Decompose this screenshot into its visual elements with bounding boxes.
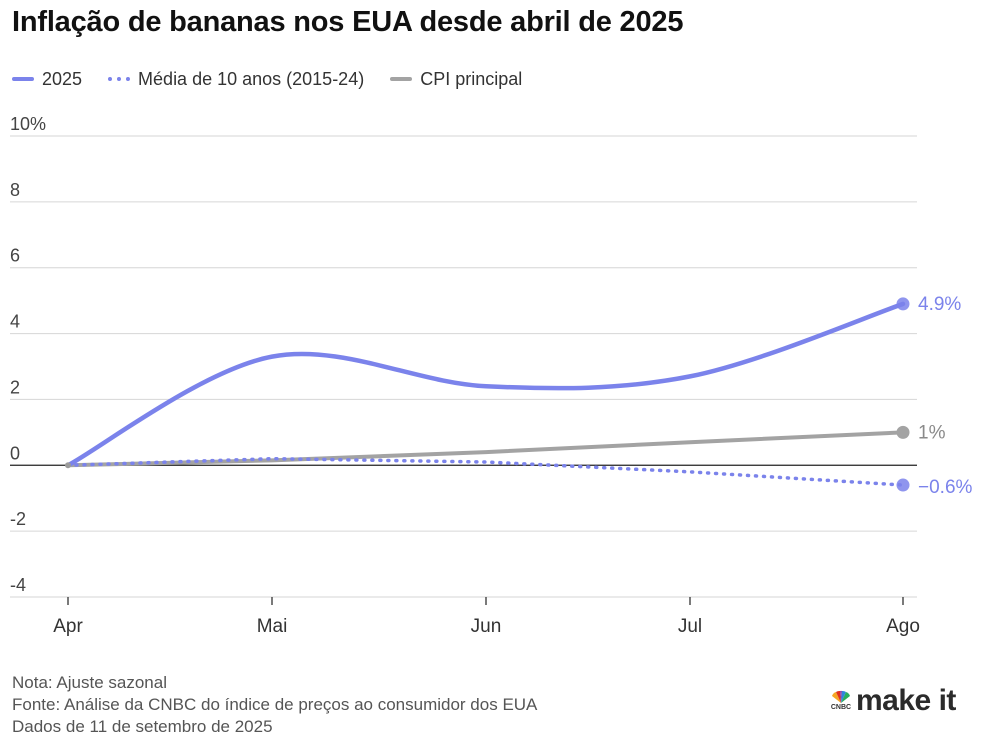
line-chart: 10% 8 6 4 2 0 -2 -4 Apr Mai Jun Jul Ago 1% −0.6% 4.9% bbox=[10, 114, 973, 637]
x-tick-label: Apr bbox=[53, 616, 83, 637]
note-date: Dados de 11 de setembro de 2025 bbox=[12, 717, 273, 736]
peacock-icon: CNBC bbox=[830, 690, 852, 712]
legend-label-media: Média de 10 anos (2015-24) bbox=[138, 68, 365, 89]
legend-item-cpi: CPI principal bbox=[390, 69, 522, 90]
y-tick-label: 2 bbox=[10, 377, 20, 397]
legend-label-2025: 2025 bbox=[42, 68, 83, 89]
series-1-line-media bbox=[66, 456, 905, 487]
legend-label-cpi: CPI principal bbox=[420, 68, 523, 89]
end-point-marker bbox=[896, 297, 910, 311]
y-tick-label: 8 bbox=[10, 180, 20, 200]
brand-small: CNBC bbox=[830, 704, 852, 711]
legend-swatch-cpi bbox=[390, 77, 413, 81]
end-point-marker bbox=[896, 478, 910, 492]
brand-logo: CNBC make it bbox=[830, 684, 957, 717]
legend-item-2025: 2025 bbox=[12, 69, 82, 90]
origin-marker bbox=[65, 462, 71, 469]
chart-legend: 2025 Média de 10 anos (2015-24) CPI prin… bbox=[12, 66, 548, 92]
footnotes: Nota: Ajuste sazonal Fonte: Análise da C… bbox=[12, 672, 537, 738]
x-tick-label: Jun bbox=[471, 616, 502, 637]
y-tick-label: -2 bbox=[10, 509, 26, 529]
end-value-label: 1% bbox=[918, 422, 946, 443]
chart-title: Inflação de bananas nos EUA desde abril … bbox=[12, 6, 684, 38]
note-adjustment: Nota: Ajuste sazonal bbox=[12, 673, 167, 692]
note-source: Fonte: Análise da CNBC do índice de preç… bbox=[12, 695, 538, 714]
end-value-label: −0.6% bbox=[918, 477, 973, 498]
legend-item-media: Média de 10 anos (2015-24) bbox=[108, 69, 364, 90]
brand-text: make it bbox=[856, 684, 956, 717]
x-tick-label: Jul bbox=[678, 616, 702, 637]
series-0-line-2025 bbox=[65, 301, 906, 468]
end-point-marker bbox=[896, 425, 910, 439]
y-tick-label: 10% bbox=[10, 114, 46, 134]
legend-swatch-media bbox=[108, 77, 131, 81]
x-tick-label: Mai bbox=[257, 616, 288, 637]
x-tick-label: Ago bbox=[886, 616, 920, 637]
end-value-label: 4.9% bbox=[918, 294, 961, 315]
y-tick-label: 6 bbox=[10, 246, 20, 266]
y-tick-label: 4 bbox=[10, 312, 20, 332]
legend-swatch-2025 bbox=[12, 77, 34, 81]
y-tick-label: 0 bbox=[10, 443, 20, 463]
y-tick-label: -4 bbox=[10, 575, 26, 595]
